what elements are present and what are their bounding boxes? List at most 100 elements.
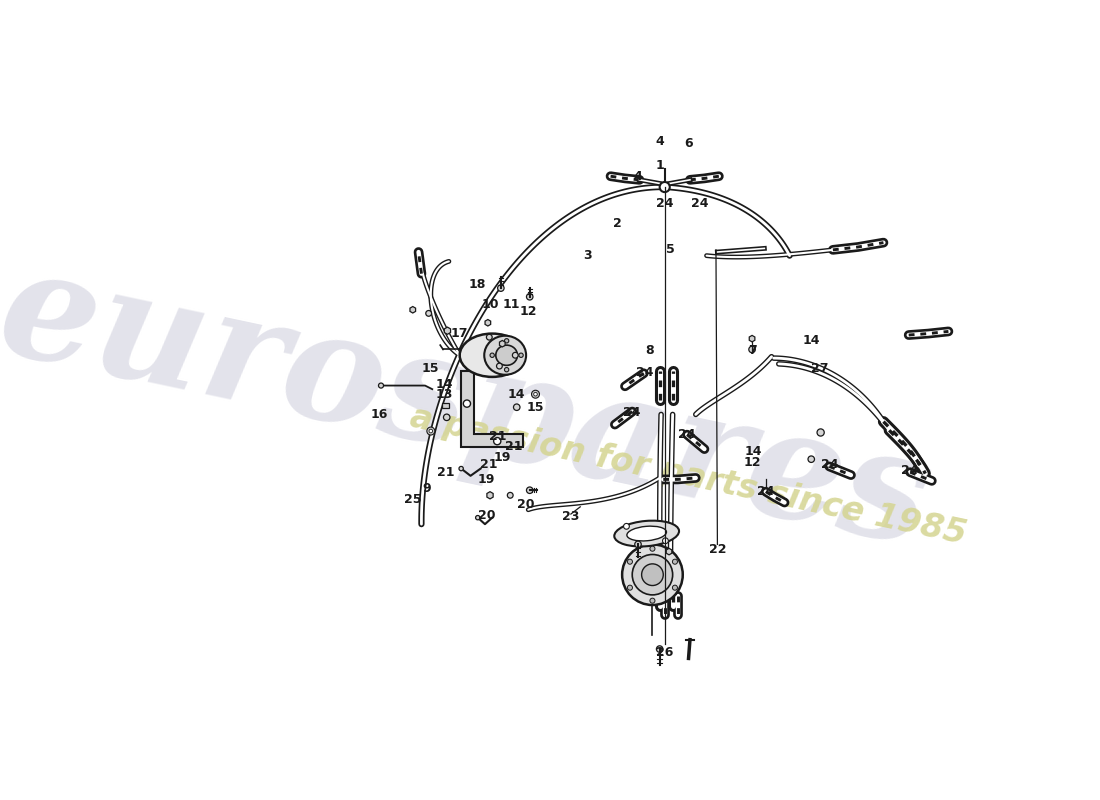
Text: 8: 8 [646, 345, 653, 358]
Circle shape [527, 487, 534, 494]
Circle shape [672, 585, 678, 590]
Text: 14: 14 [803, 334, 820, 347]
Text: 24: 24 [901, 464, 918, 478]
Text: 15: 15 [421, 362, 439, 375]
Text: 24: 24 [656, 197, 673, 210]
Circle shape [749, 346, 756, 353]
Circle shape [490, 353, 494, 358]
Circle shape [486, 334, 492, 340]
Text: 4: 4 [656, 135, 664, 148]
Text: 9: 9 [422, 482, 431, 494]
Polygon shape [444, 327, 451, 334]
Circle shape [507, 492, 513, 498]
Text: 26: 26 [656, 646, 673, 659]
Circle shape [650, 546, 654, 551]
Circle shape [635, 541, 641, 548]
Polygon shape [499, 341, 505, 347]
Ellipse shape [627, 526, 667, 541]
Polygon shape [749, 335, 755, 342]
Text: 10: 10 [482, 298, 498, 311]
Text: 14: 14 [508, 388, 526, 401]
Text: 24: 24 [637, 366, 654, 379]
Text: 1: 1 [656, 159, 664, 172]
Ellipse shape [614, 521, 679, 546]
Text: 4: 4 [634, 170, 642, 182]
Polygon shape [487, 492, 493, 499]
Text: 11: 11 [503, 298, 520, 311]
Circle shape [650, 598, 654, 603]
Circle shape [641, 564, 663, 586]
Text: 21: 21 [480, 458, 497, 471]
Circle shape [660, 182, 670, 192]
Circle shape [514, 404, 520, 410]
Bar [442, 403, 449, 408]
Text: 13: 13 [436, 389, 453, 402]
Text: 19: 19 [477, 473, 495, 486]
Text: 18: 18 [469, 278, 486, 291]
Circle shape [623, 544, 683, 605]
Text: 24: 24 [821, 458, 838, 471]
Circle shape [494, 438, 501, 445]
Circle shape [627, 585, 632, 590]
Circle shape [426, 310, 431, 316]
Circle shape [463, 400, 471, 407]
Circle shape [429, 430, 432, 433]
Text: 14: 14 [745, 446, 762, 458]
Circle shape [662, 538, 669, 544]
Text: 15: 15 [527, 401, 544, 414]
Text: 20: 20 [477, 509, 495, 522]
Text: eurospares: eurospares [0, 236, 943, 578]
Circle shape [513, 352, 518, 358]
Text: a passion for parts since 1985: a passion for parts since 1985 [407, 401, 970, 551]
Text: 12: 12 [744, 456, 761, 470]
Text: 24: 24 [757, 485, 774, 498]
Text: 5: 5 [667, 243, 675, 256]
Ellipse shape [460, 334, 525, 377]
Circle shape [505, 367, 509, 372]
Text: 12: 12 [519, 305, 537, 318]
Polygon shape [461, 371, 522, 447]
Text: 27: 27 [811, 362, 828, 375]
Circle shape [632, 554, 673, 595]
Text: 21: 21 [490, 430, 507, 442]
Circle shape [443, 414, 450, 421]
Circle shape [627, 559, 632, 564]
Text: 24: 24 [624, 406, 641, 418]
Circle shape [817, 429, 824, 436]
Circle shape [496, 363, 503, 369]
Circle shape [497, 285, 504, 291]
Circle shape [459, 466, 463, 470]
Text: 6: 6 [684, 138, 693, 150]
Text: 3: 3 [583, 249, 592, 262]
Text: 21: 21 [437, 466, 454, 478]
Circle shape [427, 427, 434, 435]
Circle shape [527, 294, 534, 300]
Circle shape [672, 559, 678, 564]
Circle shape [657, 646, 663, 652]
Text: 21: 21 [505, 441, 522, 454]
Circle shape [531, 390, 539, 398]
Ellipse shape [484, 336, 526, 374]
Text: 16: 16 [371, 408, 388, 421]
Polygon shape [667, 548, 672, 555]
Text: 17: 17 [450, 327, 468, 340]
Polygon shape [410, 306, 416, 313]
Text: 19: 19 [494, 451, 512, 464]
Text: 24: 24 [679, 428, 696, 441]
Text: 2: 2 [614, 217, 623, 230]
Circle shape [534, 393, 537, 396]
Text: 7: 7 [748, 345, 757, 358]
Circle shape [505, 338, 509, 343]
Circle shape [378, 383, 384, 388]
Text: 24: 24 [691, 197, 708, 210]
Circle shape [624, 523, 629, 530]
Text: 14: 14 [436, 378, 453, 390]
Polygon shape [485, 319, 491, 326]
Text: 25: 25 [404, 493, 421, 506]
Text: 20: 20 [517, 498, 535, 511]
Text: 23: 23 [562, 510, 580, 523]
Text: 22: 22 [708, 543, 726, 556]
Circle shape [808, 456, 814, 462]
Ellipse shape [496, 345, 517, 366]
Circle shape [519, 353, 524, 358]
